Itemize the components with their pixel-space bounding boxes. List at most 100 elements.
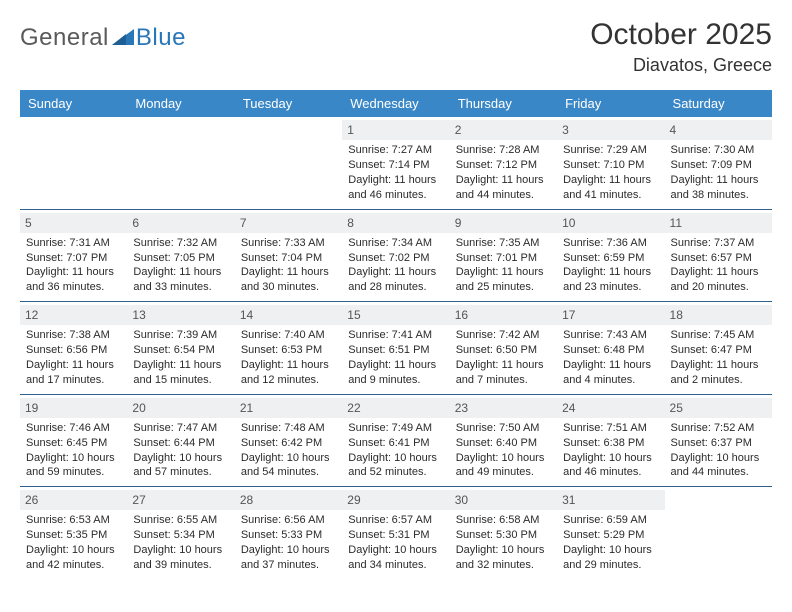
day-number: 9 (450, 213, 557, 233)
weekday-header: Sunday (20, 90, 127, 117)
calendar-week-row: 19 Sunrise: 7:46 AMSunset: 6:45 PMDayligh… (20, 394, 772, 487)
day-details: Sunrise: 7:43 AMSunset: 6:48 PMDaylight:… (563, 328, 658, 387)
day-number: 10 (557, 213, 664, 233)
day-number: 7 (235, 213, 342, 233)
day-number: 31 (557, 490, 664, 510)
calendar-day-cell: 31 Sunrise: 6:59 AMSunset: 5:29 PMDayligh… (557, 487, 664, 579)
day-details: Sunrise: 7:37 AMSunset: 6:57 PMDaylight:… (671, 236, 766, 295)
calendar-day-cell: 18 Sunrise: 7:45 AMSunset: 6:47 PMDayligh… (665, 302, 772, 395)
calendar-day-cell (127, 117, 234, 209)
calendar-day-cell: 11 Sunrise: 7:37 AMSunset: 6:57 PMDayligh… (665, 209, 772, 302)
day-details: Sunrise: 6:58 AMSunset: 5:30 PMDaylight:… (456, 513, 551, 572)
calendar-day-cell: 7 Sunrise: 7:33 AMSunset: 7:04 PMDaylight… (235, 209, 342, 302)
calendar-day-cell: 3Sunrise: 7:29 AMSunset: 7:10 PMDaylight… (557, 117, 664, 209)
day-details: Sunrise: 7:35 AMSunset: 7:01 PMDaylight:… (456, 236, 551, 295)
calendar-day-cell: 5 Sunrise: 7:31 AMSunset: 7:07 PMDaylight… (20, 209, 127, 302)
day-details: Sunrise: 7:45 AMSunset: 6:47 PMDaylight:… (671, 328, 766, 387)
weekday-header: Saturday (665, 90, 772, 117)
day-details: Sunrise: 7:30 AMSunset: 7:09 PMDaylight:… (671, 143, 766, 202)
calendar-table: SundayMondayTuesdayWednesdayThursdayFrid… (20, 90, 772, 579)
day-details: Sunrise: 7:42 AMSunset: 6:50 PMDaylight:… (456, 328, 551, 387)
day-number: 16 (450, 305, 557, 325)
day-details: Sunrise: 7:51 AMSunset: 6:38 PMDaylight:… (563, 421, 658, 480)
day-number: 27 (127, 490, 234, 510)
day-number: 22 (342, 398, 449, 418)
calendar-day-cell: 6Sunrise: 7:32 AMSunset: 7:05 PMDaylight… (127, 209, 234, 302)
day-number: 1 (342, 120, 449, 140)
day-number: 26 (20, 490, 127, 510)
day-details: Sunrise: 6:57 AMSunset: 5:31 PMDaylight:… (348, 513, 443, 572)
calendar-day-cell: 16 Sunrise: 7:42 AMSunset: 6:50 PMDayligh… (450, 302, 557, 395)
calendar-day-cell: 9 Sunrise: 7:35 AMSunset: 7:01 PMDaylight… (450, 209, 557, 302)
calendar-week-row: 1 Sunrise: 7:27 AMSunset: 7:14 PMDaylight… (20, 117, 772, 209)
day-number: 19 (20, 398, 127, 418)
day-details: Sunrise: 7:46 AMSunset: 6:45 PMDaylight:… (26, 421, 121, 480)
day-number: 11 (665, 213, 772, 233)
day-number: 6 (127, 213, 234, 233)
day-number: 8 (342, 213, 449, 233)
day-number: 30 (450, 490, 557, 510)
calendar-week-row: 5 Sunrise: 7:31 AMSunset: 7:07 PMDaylight… (20, 209, 772, 302)
day-details: Sunrise: 6:53 AMSunset: 5:35 PMDaylight:… (26, 513, 121, 572)
day-number: 24 (557, 398, 664, 418)
day-details: Sunrise: 6:56 AMSunset: 5:33 PMDaylight:… (241, 513, 336, 572)
calendar-day-cell: 29 Sunrise: 6:57 AMSunset: 5:31 PMDayligh… (342, 487, 449, 579)
day-number: 23 (450, 398, 557, 418)
calendar-day-cell: 1 Sunrise: 7:27 AMSunset: 7:14 PMDaylight… (342, 117, 449, 209)
calendar-day-cell: 30 Sunrise: 6:58 AMSunset: 5:30 PMDayligh… (450, 487, 557, 579)
calendar-page: General Blue October 2025 Diavatos, Gree… (0, 0, 792, 612)
weekday-header: Monday (127, 90, 234, 117)
day-details: Sunrise: 7:34 AMSunset: 7:02 PMDaylight:… (348, 236, 443, 295)
calendar-day-cell: 19 Sunrise: 7:46 AMSunset: 6:45 PMDayligh… (20, 394, 127, 487)
day-details: Sunrise: 7:41 AMSunset: 6:51 PMDaylight:… (348, 328, 443, 387)
calendar-day-cell: 26 Sunrise: 6:53 AMSunset: 5:35 PMDayligh… (20, 487, 127, 579)
calendar-day-cell (20, 117, 127, 209)
calendar-day-cell: 8 Sunrise: 7:34 AMSunset: 7:02 PMDaylight… (342, 209, 449, 302)
calendar-week-row: 12Sunrise: 7:38 AMSunset: 6:56 PMDayligh… (20, 302, 772, 395)
weekday-header: Tuesday (235, 90, 342, 117)
calendar-day-cell (235, 117, 342, 209)
day-number: 3 (557, 120, 664, 140)
day-number: 28 (235, 490, 342, 510)
day-details: Sunrise: 7:52 AMSunset: 6:37 PMDaylight:… (671, 421, 766, 480)
calendar-day-cell: 24 Sunrise: 7:51 AMSunset: 6:38 PMDayligh… (557, 394, 664, 487)
weekday-header: Thursday (450, 90, 557, 117)
day-details: Sunrise: 7:49 AMSunset: 6:41 PMDaylight:… (348, 421, 443, 480)
day-details: Sunrise: 7:39 AMSunset: 6:54 PMDaylight:… (133, 328, 228, 387)
logo-text-blue: Blue (136, 24, 186, 52)
logo-triangle-icon (112, 27, 134, 50)
day-number: 15 (342, 305, 449, 325)
day-details: Sunrise: 6:59 AMSunset: 5:29 PMDaylight:… (563, 513, 658, 572)
title-block: October 2025 Diavatos, Greece (590, 18, 772, 76)
day-details: Sunrise: 6:55 AMSunset: 5:34 PMDaylight:… (133, 513, 228, 572)
location: Diavatos, Greece (590, 55, 772, 76)
weekday-header: Wednesday (342, 90, 449, 117)
calendar-day-cell: 2Sunrise: 7:28 AMSunset: 7:12 PMDaylight… (450, 117, 557, 209)
logo: General Blue (20, 24, 186, 52)
calendar-day-cell: 17 Sunrise: 7:43 AMSunset: 6:48 PMDayligh… (557, 302, 664, 395)
day-details: Sunrise: 7:27 AMSunset: 7:14 PMDaylight:… (348, 143, 443, 202)
day-number: 12 (20, 305, 127, 325)
calendar-day-cell: 28 Sunrise: 6:56 AMSunset: 5:33 PMDayligh… (235, 487, 342, 579)
calendar-day-cell: 21 Sunrise: 7:48 AMSunset: 6:42 PMDayligh… (235, 394, 342, 487)
calendar-day-cell: 23 Sunrise: 7:50 AMSunset: 6:40 PMDayligh… (450, 394, 557, 487)
day-details: Sunrise: 7:48 AMSunset: 6:42 PMDaylight:… (241, 421, 336, 480)
day-details: Sunrise: 7:36 AMSunset: 6:59 PMDaylight:… (563, 236, 658, 295)
day-number: 4 (665, 120, 772, 140)
day-details: Sunrise: 7:47 AMSunset: 6:44 PMDaylight:… (133, 421, 228, 480)
day-number: 18 (665, 305, 772, 325)
calendar-day-cell: 22 Sunrise: 7:49 AMSunset: 6:41 PMDayligh… (342, 394, 449, 487)
day-details: Sunrise: 7:33 AMSunset: 7:04 PMDaylight:… (241, 236, 336, 295)
calendar-day-cell: 13Sunrise: 7:39 AMSunset: 6:54 PMDayligh… (127, 302, 234, 395)
calendar-day-cell: 27 Sunrise: 6:55 AMSunset: 5:34 PMDayligh… (127, 487, 234, 579)
day-number: 29 (342, 490, 449, 510)
day-number: 2 (450, 120, 557, 140)
day-details: Sunrise: 7:31 AMSunset: 7:07 PMDaylight:… (26, 236, 121, 295)
day-number: 5 (20, 213, 127, 233)
day-details: Sunrise: 7:50 AMSunset: 6:40 PMDaylight:… (456, 421, 551, 480)
calendar-day-cell: 12Sunrise: 7:38 AMSunset: 6:56 PMDayligh… (20, 302, 127, 395)
day-number: 21 (235, 398, 342, 418)
day-number: 17 (557, 305, 664, 325)
calendar-day-cell: 14Sunrise: 7:40 AMSunset: 6:53 PMDayligh… (235, 302, 342, 395)
calendar-day-cell: 20Sunrise: 7:47 AMSunset: 6:44 PMDayligh… (127, 394, 234, 487)
